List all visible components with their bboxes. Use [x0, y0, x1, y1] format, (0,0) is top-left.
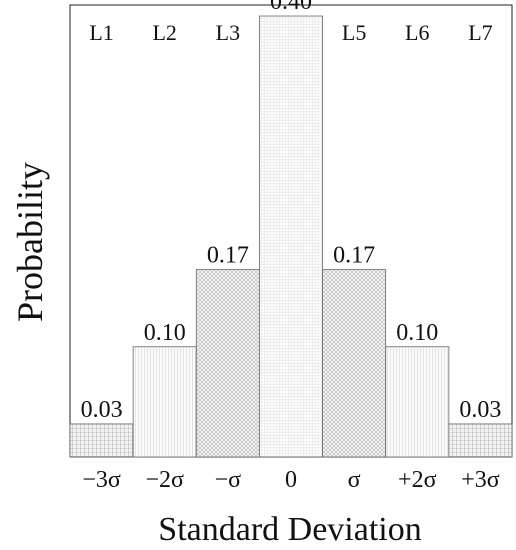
bar-4: [259, 15, 323, 458]
level-label-5: L5: [342, 20, 366, 45]
level-label-7: L7: [468, 20, 492, 45]
level-label-3: L3: [216, 20, 240, 45]
value-label-1: 0.03: [81, 397, 123, 423]
x-tick-labels: −3σ −2σ −σ 0 σ +2σ +3σ: [82, 467, 499, 493]
level-label-2: L2: [152, 20, 176, 45]
value-label-6: 0.10: [396, 320, 438, 346]
value-label-7: 0.03: [459, 397, 501, 423]
x-tick-label-1: −3σ: [82, 467, 121, 493]
bar-7: [448, 423, 513, 458]
value-label-4: 0.40: [270, 0, 312, 15]
x-tick-label-6: +2σ: [398, 467, 437, 493]
value-label-3: 0.17: [207, 243, 249, 269]
value-label-2: 0.10: [144, 320, 186, 346]
x-tick-label-2: −2σ: [145, 467, 184, 493]
x-tick-label-5: σ: [348, 467, 361, 493]
value-label-5: 0.17: [333, 243, 375, 269]
bar-2: [132, 346, 197, 458]
level-label-1: L1: [89, 20, 113, 45]
x-tick-label-3: −σ: [215, 467, 242, 493]
level-label-6: L6: [405, 20, 429, 45]
y-axis-label: Probability: [10, 162, 50, 322]
bar-5: [322, 269, 387, 458]
x-axis-label: Standard Deviation: [158, 511, 421, 548]
x-tick-label-7: +3σ: [461, 467, 500, 493]
x-tick-label-4: 0: [285, 467, 297, 493]
bars-group: [69, 15, 513, 458]
bar-6: [385, 346, 450, 458]
value-labels: 0.03 0.10 0.17 0.40 0.17 0.10 0.03: [81, 0, 502, 423]
bar-3: [195, 269, 260, 458]
bar-1: [69, 423, 134, 458]
